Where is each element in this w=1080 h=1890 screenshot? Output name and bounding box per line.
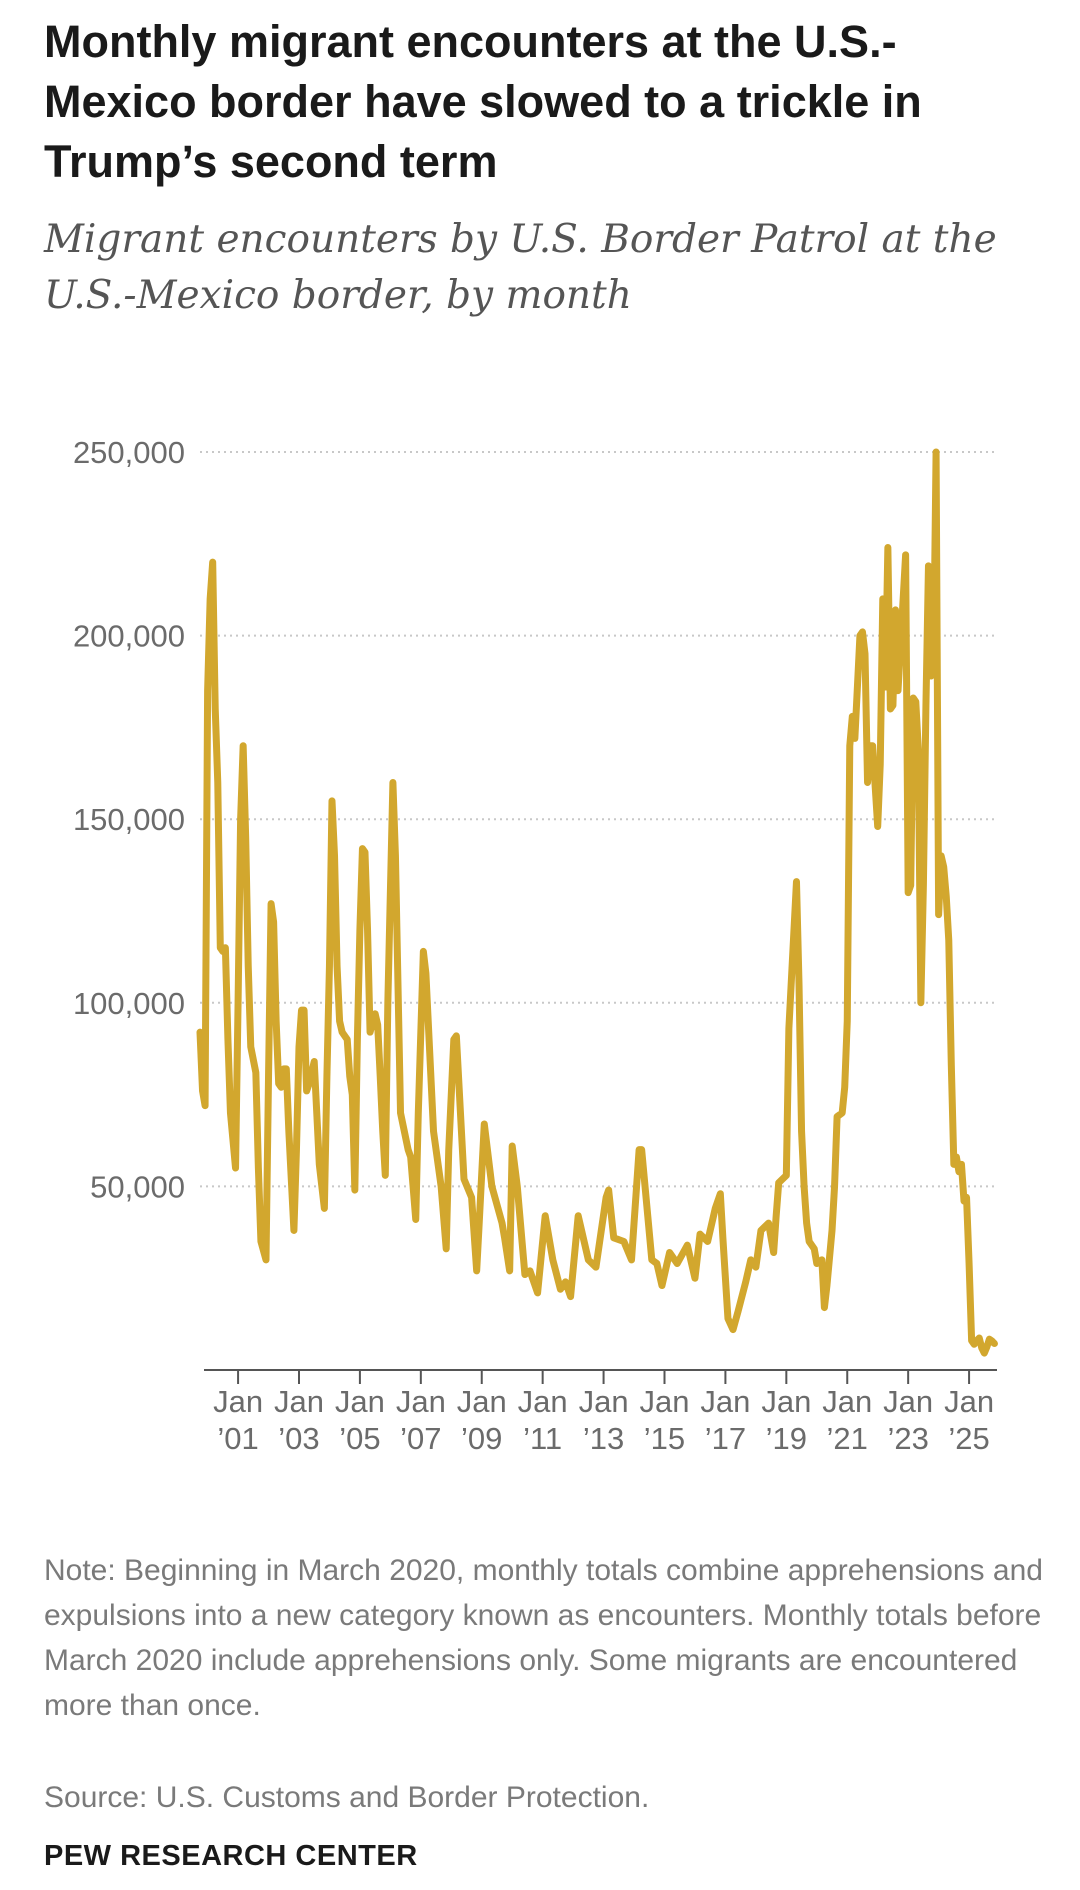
y-tick-label: 150,000 xyxy=(73,802,185,837)
x-tick-label: Jan ’11 xyxy=(518,1384,568,1456)
x-tick-label: Jan ’17 xyxy=(700,1384,750,1456)
source: Source: U.S. Customs and Border Protecti… xyxy=(44,1781,650,1814)
y-tick-label: 100,000 xyxy=(73,986,185,1021)
y-tick-label: 50,000 xyxy=(90,1169,185,1204)
x-tick-label: Jan ’01 xyxy=(213,1384,263,1456)
chart-title: Monthly migrant encounters at the U.S.-M… xyxy=(44,16,922,187)
x-tick-label: Jan ’05 xyxy=(335,1384,385,1456)
data-line xyxy=(196,448,998,1357)
x-tick-label: Jan ’21 xyxy=(822,1384,872,1456)
x-tick-label: Jan ’07 xyxy=(396,1384,446,1456)
chart: 50,000 100,000 150,000 200,000 250,000 Jan ’01… xyxy=(73,435,998,1456)
x-tick-label: Jan ’19 xyxy=(761,1384,811,1456)
credit: PEW RESEARCH CENTER xyxy=(44,1840,418,1872)
y-tick-label: 250,000 xyxy=(73,435,185,470)
x-tick-label: Jan ’09 xyxy=(457,1384,507,1456)
y-tick-label: 200,000 xyxy=(73,619,185,654)
x-tick-label: Jan ’15 xyxy=(640,1384,690,1456)
x-tick-label: Jan ’23 xyxy=(883,1384,933,1456)
x-tick-label: Jan ’13 xyxy=(579,1384,629,1456)
x-tick-label: Jan ’03 xyxy=(274,1384,324,1456)
x-tick-label: Jan ’25 xyxy=(944,1384,994,1456)
chart-subtitle: Migrant encounters by U.S. Border Patrol… xyxy=(44,217,997,318)
note: Note: Beginning in March 2020, monthly t… xyxy=(44,1554,1043,1722)
